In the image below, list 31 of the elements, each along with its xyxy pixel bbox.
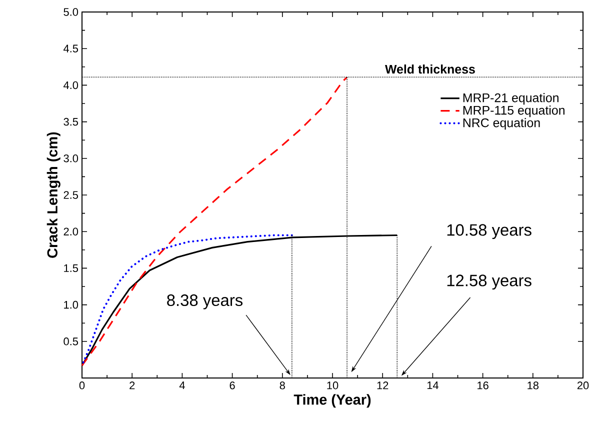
- x-tick-label: 0: [79, 382, 85, 390]
- y-axis-title: Crack Length (cm): [46, 132, 60, 258]
- line-series: [81, 76, 348, 366]
- x-axis-title: Time (Year): [294, 394, 371, 408]
- y-tick-label: 1.5: [64, 264, 78, 272]
- legend-label: MRP-21 equation: [463, 93, 558, 105]
- x-tick-label: 6: [230, 382, 235, 390]
- ref-line-label: Weld thickness: [385, 64, 475, 74]
- ref-line-label: 10.58 years: [447, 224, 532, 240]
- x-tick-label: 18: [528, 382, 539, 390]
- y-tick-label: 2.5: [64, 191, 78, 199]
- x-tick-label: 10: [327, 382, 338, 390]
- y-tick-label: 5.0: [64, 8, 78, 16]
- y-tick-label: 2.0: [64, 228, 78, 236]
- y-tick-label: 0.5: [64, 338, 78, 346]
- x-tick-label: 16: [478, 382, 488, 390]
- ref-line-label: 8.38 years: [167, 294, 243, 310]
- y-tick-label: 4.5: [63, 44, 78, 52]
- x-tick-label: 12: [377, 382, 388, 390]
- x-tick-label: 2: [130, 382, 135, 390]
- y-tick-label: 4.0: [63, 81, 78, 90]
- y-tick-label: 3.5: [64, 118, 78, 126]
- x-tick-label: 14: [427, 382, 438, 390]
- y-tick-label: 3.0: [64, 154, 78, 162]
- y-tick-label: 1.0: [64, 300, 78, 309]
- x-tick-label: 4: [179, 382, 185, 390]
- x-tick-label: 20: [577, 382, 589, 390]
- x-tick-label: 8: [280, 382, 285, 390]
- legend-label: NRC equation: [463, 118, 540, 130]
- ref-line-label: 12.58 years: [447, 274, 532, 290]
- legend-label: MRP-115 equation: [463, 106, 564, 118]
